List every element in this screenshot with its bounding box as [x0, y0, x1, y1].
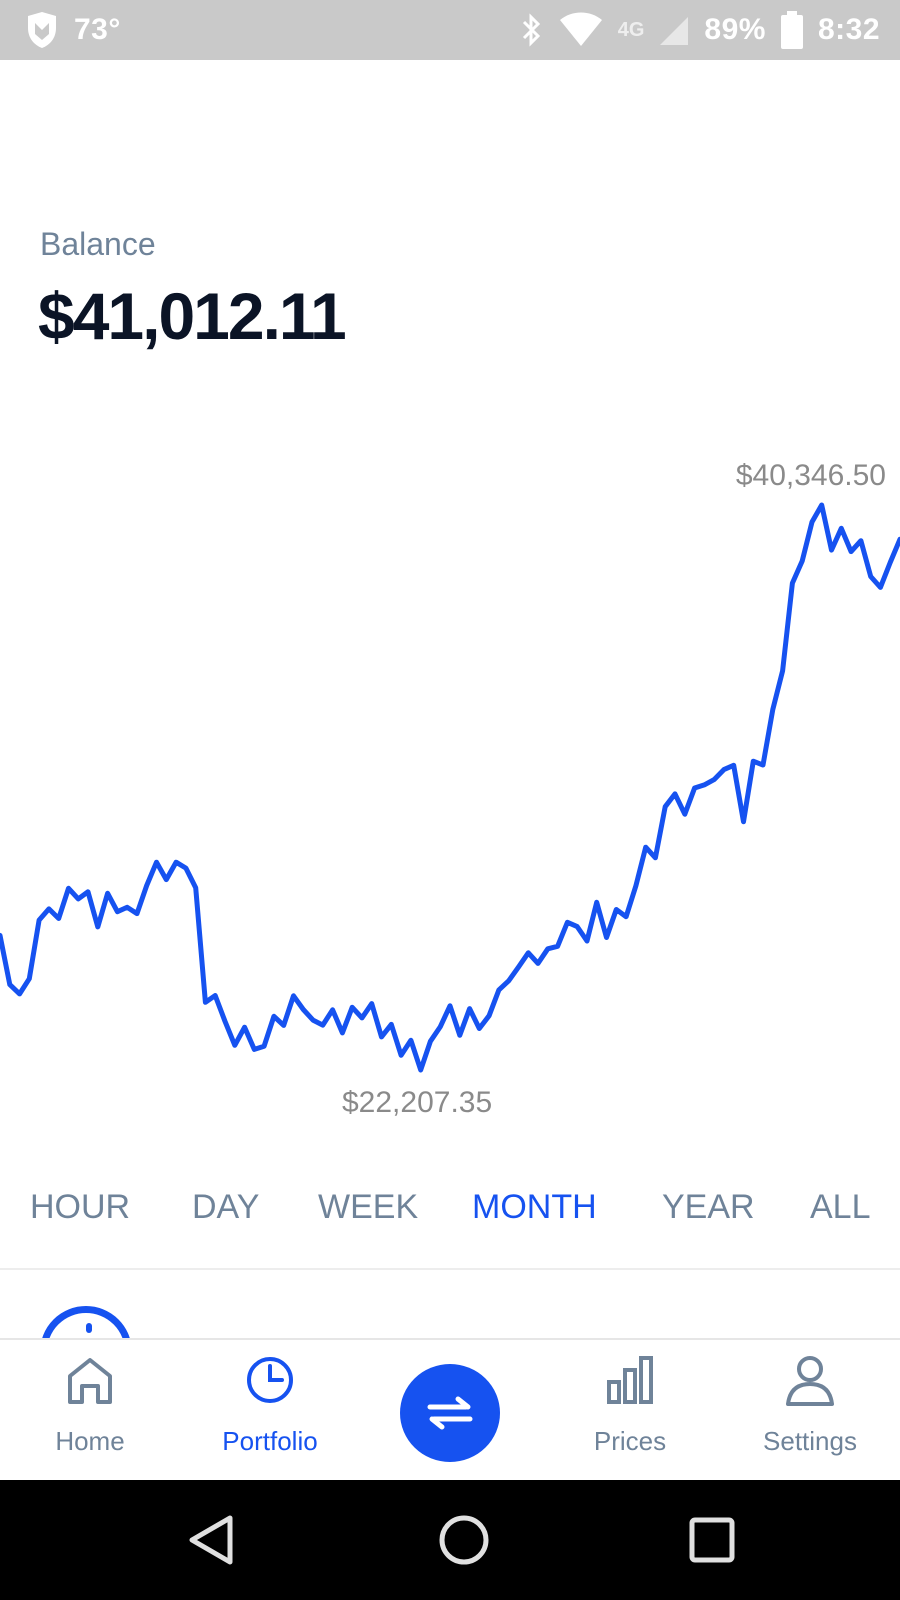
status-bar: 73° 4G 89% 8:32 — [0, 0, 900, 60]
signal-icon — [660, 17, 689, 45]
chart-high-label: $40,346.50 — [735, 459, 886, 492]
tab-year[interactable]: YEAR — [662, 1188, 755, 1226]
balance-line — [0, 502, 900, 1073]
swap-icon — [427, 1396, 473, 1430]
tab-hour[interactable]: HOUR — [30, 1188, 131, 1226]
home-circle-icon[interactable] — [436, 1512, 492, 1568]
balance-chart[interactable] — [0, 440, 900, 1140]
nav-prices-label: Prices — [593, 1426, 667, 1456]
chart-low-label: $22,207.35 — [342, 1086, 493, 1119]
wifi-icon — [559, 12, 602, 46]
home-icon — [68, 1358, 112, 1404]
nav-settings[interactable]: Settings — [735, 1352, 885, 1472]
tab-month[interactable]: MONTH — [472, 1188, 597, 1226]
divider — [0, 1268, 900, 1270]
tab-all[interactable]: ALL — [810, 1188, 871, 1226]
balance-value: $41,012.11 — [38, 279, 347, 353]
recents-icon[interactable] — [688, 1516, 738, 1566]
user-icon — [786, 1356, 834, 1406]
nav-home[interactable]: Home — [15, 1352, 165, 1472]
tab-day[interactable]: DAY — [192, 1188, 260, 1226]
temperature-text: 73° — [74, 13, 121, 46]
pie-chart-icon — [247, 1357, 293, 1403]
nav-home-label: Home — [55, 1426, 125, 1456]
nav-portfolio[interactable]: Portfolio — [195, 1352, 345, 1472]
trade-button[interactable] — [400, 1364, 500, 1462]
clock-text: 8:32 — [817, 13, 880, 46]
battery-percent-text: 89% — [704, 13, 766, 46]
bluetooth-icon — [522, 13, 540, 47]
android-nav-bar — [0, 1480, 900, 1600]
status-bar-right: 4G 89% 8:32 — [520, 10, 880, 50]
bottom-nav: Home Portfolio Prices Settings — [0, 1338, 900, 1482]
shield-icon — [28, 12, 56, 48]
tab-week[interactable]: WEEK — [318, 1188, 419, 1226]
nav-prices[interactable]: Prices — [555, 1352, 705, 1472]
status-bar-left: 73° — [24, 10, 121, 50]
nav-settings-label: Settings — [763, 1426, 857, 1456]
time-range-tabs: HOUR DAY WEEK MONTH YEAR ALL — [0, 1188, 900, 1238]
bar-chart-icon — [607, 1356, 653, 1404]
back-icon[interactable] — [186, 1514, 238, 1566]
network-type-text: 4G — [617, 18, 645, 41]
nav-portfolio-label: Portfolio — [222, 1426, 318, 1456]
balance-label: Balance — [40, 226, 156, 262]
battery-icon — [780, 11, 803, 49]
